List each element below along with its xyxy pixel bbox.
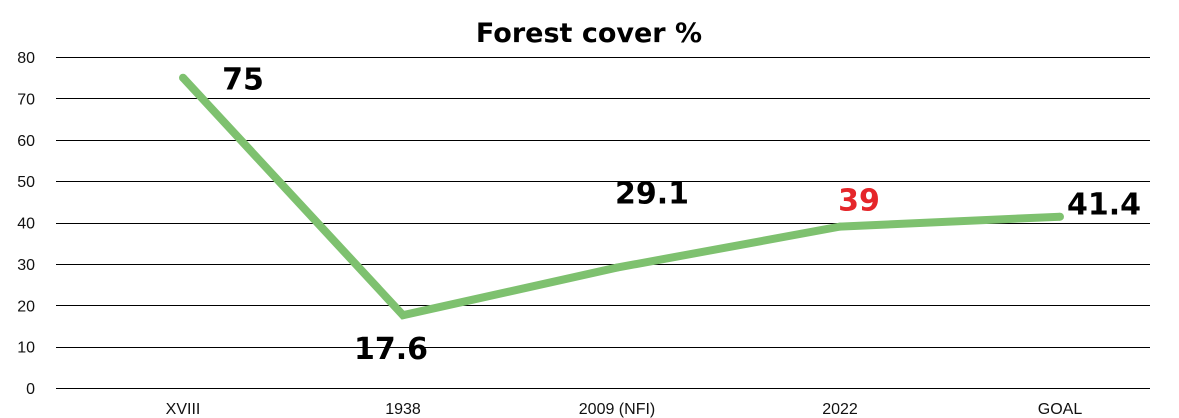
- chart-title: Forest cover %: [476, 18, 702, 49]
- data-point: [613, 263, 621, 272]
- y-tick-label: 0: [26, 381, 35, 398]
- data-label: 41.4: [1067, 188, 1141, 223]
- data-point: [399, 311, 407, 320]
- x-tick-label: GOAL: [1038, 401, 1083, 418]
- data-label: 39: [838, 184, 880, 219]
- y-tick-label: 20: [17, 298, 35, 315]
- data-label: 75: [222, 63, 264, 98]
- x-tick-label: 2022: [822, 401, 858, 418]
- series-layer: [179, 73, 1064, 320]
- data-point: [1056, 212, 1064, 221]
- y-tick-label: 30: [17, 257, 35, 274]
- x-tick-label: XVIII: [166, 401, 201, 418]
- data-point: [179, 73, 187, 82]
- y-tick-label: 10: [17, 340, 35, 357]
- data-labels: 75 17.6 29.1 39 41.4: [222, 63, 1141, 367]
- x-axis-tick-labels: XVIII 1938 2009 (NFI) 2022 GOAL: [166, 401, 1083, 418]
- y-axis-tick-labels: 0 10 20 30 40 50 60 70 80: [17, 50, 35, 398]
- data-label: 17.6: [354, 332, 428, 367]
- y-tick-label: 50: [17, 174, 35, 191]
- data-point: [836, 222, 844, 231]
- data-label: 29.1: [615, 177, 689, 212]
- x-tick-label: 2009 (NFI): [579, 401, 655, 418]
- x-tick-label: 1938: [385, 401, 421, 418]
- y-tick-label: 80: [17, 50, 35, 67]
- y-tick-label: 70: [17, 91, 35, 108]
- y-tick-label: 60: [17, 133, 35, 150]
- y-tick-label: 40: [17, 216, 35, 233]
